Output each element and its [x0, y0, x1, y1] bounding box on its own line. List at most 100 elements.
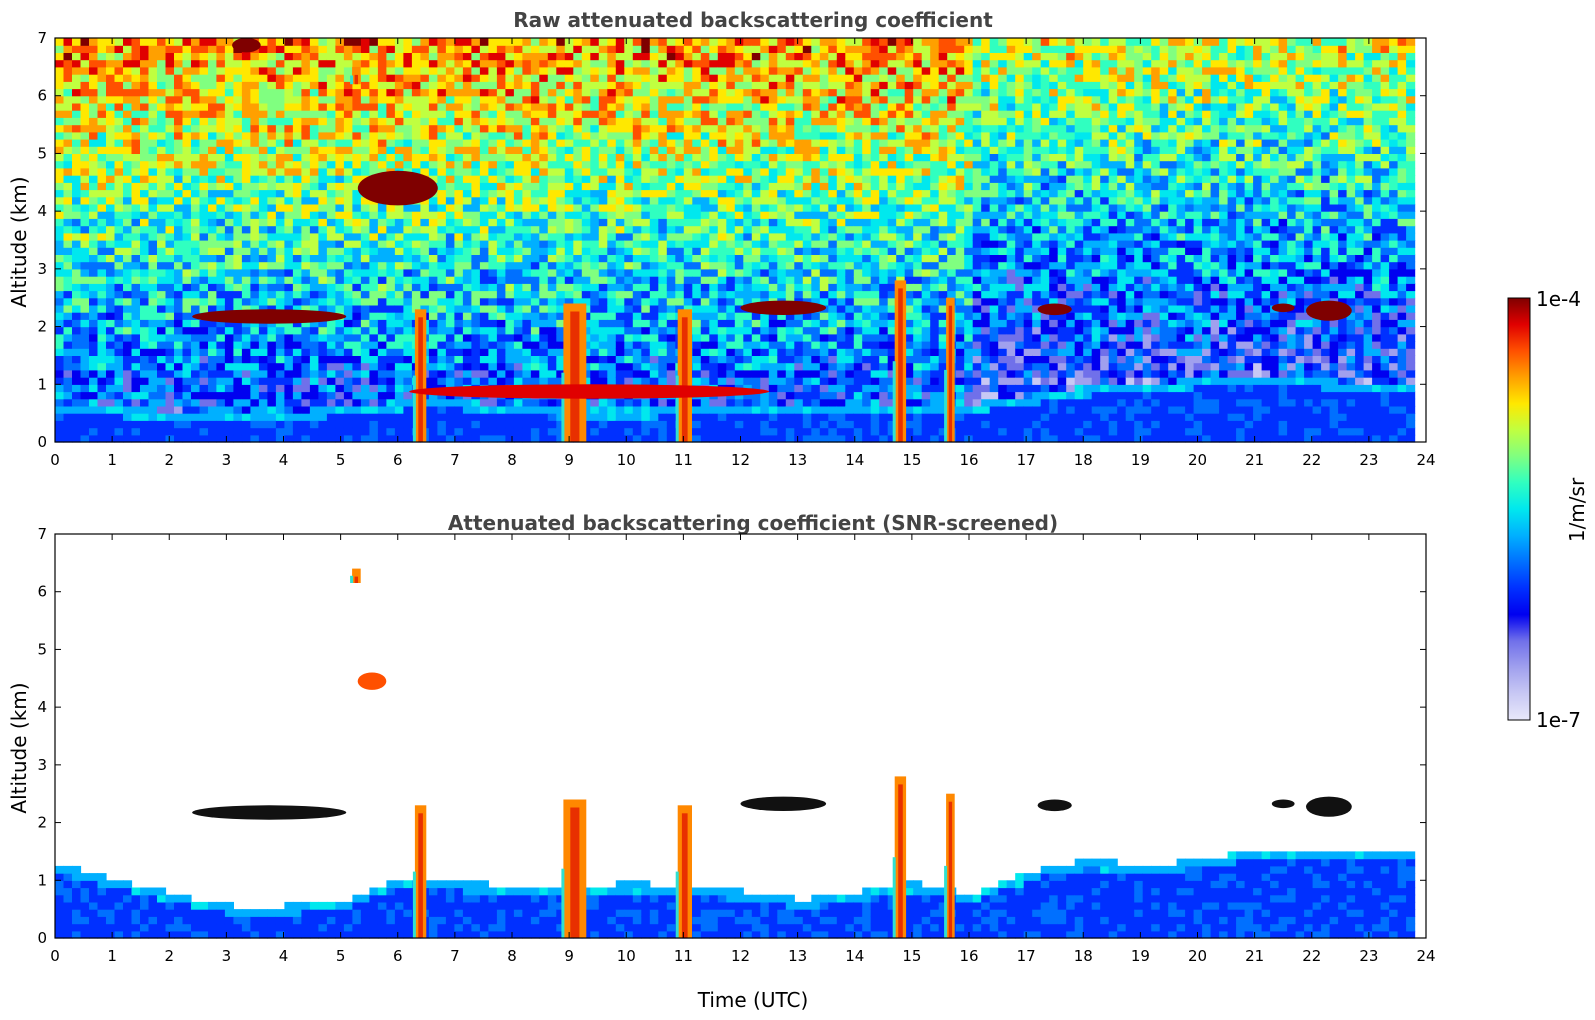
heatmap-cell [607, 52, 617, 61]
heatmap-cell [726, 203, 736, 212]
heatmap-cell [123, 131, 133, 140]
heatmap-cell [658, 110, 668, 118]
heatmap-cell [343, 405, 353, 414]
heatmap-cell [794, 377, 804, 385]
heatmap-cell [403, 225, 413, 234]
heatmap-cell [157, 74, 167, 82]
heatmap-cell [777, 427, 787, 436]
heatmap-cell [241, 276, 251, 284]
heatmap-cell [726, 326, 736, 335]
heatmap-cell [658, 341, 668, 349]
heatmap-cell [326, 95, 336, 104]
heatmap-cell [140, 297, 150, 306]
heatmap-cell [437, 240, 447, 248]
heatmap-cell [292, 81, 302, 90]
heatmap-cell [335, 391, 345, 400]
heatmap-cell [505, 175, 515, 183]
heatmap-cell [539, 218, 549, 227]
heatmap-cell [386, 348, 396, 356]
heatmap-cell [802, 131, 812, 140]
heatmap-cell [326, 52, 336, 61]
heatmap-cell [522, 218, 532, 227]
heatmap-cell [123, 355, 133, 364]
heatmap-cell [267, 160, 277, 169]
heatmap-cell [369, 413, 379, 421]
heatmap-cell [208, 102, 218, 111]
heatmap-cell [335, 153, 345, 162]
heatmap-cell [301, 74, 311, 82]
heatmap-cell [386, 66, 396, 75]
heatmap-cell [632, 153, 642, 162]
heatmap-cell [760, 283, 770, 292]
heatmap-cell [233, 254, 243, 263]
heatmap-cell [89, 74, 99, 82]
heatmap-cell [326, 182, 336, 191]
heatmap-cell [751, 110, 761, 118]
heatmap-cell [454, 218, 464, 227]
heatmap-cell [666, 377, 676, 385]
heatmap-cell [777, 81, 787, 90]
heatmap-cell [258, 247, 268, 255]
heatmap-cell [598, 413, 608, 421]
heatmap-cell [191, 384, 201, 393]
heatmap-cell [802, 434, 812, 443]
heatmap-cell [785, 268, 795, 277]
heatmap-cell [700, 247, 710, 255]
heatmap-cell [547, 182, 557, 191]
heatmap-cell [309, 391, 319, 400]
heatmap-cell [267, 153, 277, 162]
heatmap-cell [513, 276, 523, 284]
heatmap-cell [403, 153, 413, 162]
heatmap-cell [191, 160, 201, 169]
heatmap-cell [123, 196, 133, 205]
heatmap-cell [454, 146, 464, 154]
heatmap-cell [462, 420, 472, 429]
heatmap-cell [717, 139, 727, 147]
heatmap-cell [777, 312, 787, 320]
heatmap-cell [666, 268, 676, 277]
heatmap-cell [454, 405, 464, 414]
heatmap-cell [709, 45, 719, 53]
heatmap-cell [488, 341, 498, 349]
heatmap-cell [97, 333, 107, 342]
heatmap-cell [743, 413, 753, 421]
heatmap-cell [224, 355, 234, 364]
heatmap-cell [556, 139, 566, 147]
heatmap-cell [632, 59, 642, 68]
heatmap-cell [726, 369, 736, 378]
heatmap-cell [267, 341, 277, 349]
heatmap-cell [760, 117, 770, 126]
heatmap-cell [692, 59, 702, 68]
heatmap-cell [785, 211, 795, 219]
heatmap-cell [624, 139, 634, 147]
heatmap-cell [709, 290, 719, 299]
heatmap-cell [547, 405, 557, 414]
heatmap-cell [802, 247, 812, 255]
heatmap-cell [539, 362, 549, 371]
heatmap-cell [199, 218, 209, 227]
heatmap-cell [556, 131, 566, 140]
heatmap-cell [369, 247, 379, 255]
heatmap-cell [437, 341, 447, 349]
heatmap-cell [335, 225, 345, 234]
heatmap-cell [106, 333, 116, 342]
heatmap-cell [224, 146, 234, 154]
heatmap-cell [794, 196, 804, 205]
heatmap-cell [471, 66, 481, 75]
heatmap-cell [182, 405, 192, 414]
heatmap-cell [505, 326, 515, 335]
heatmap-cell [377, 341, 387, 349]
heatmap-cell [454, 254, 464, 263]
heatmap-cell [598, 355, 608, 364]
heatmap-cell [208, 391, 218, 400]
heatmap-cell [250, 398, 260, 407]
heatmap-cell [182, 95, 192, 104]
heatmap-cell [505, 81, 515, 90]
heatmap-cell [114, 413, 124, 421]
heatmap-cell [63, 268, 73, 277]
heatmap-cell [343, 348, 353, 356]
heatmap-cell [174, 377, 184, 385]
heatmap-cell [513, 38, 523, 46]
heatmap-cell [106, 355, 116, 364]
heatmap-cell [199, 319, 209, 328]
